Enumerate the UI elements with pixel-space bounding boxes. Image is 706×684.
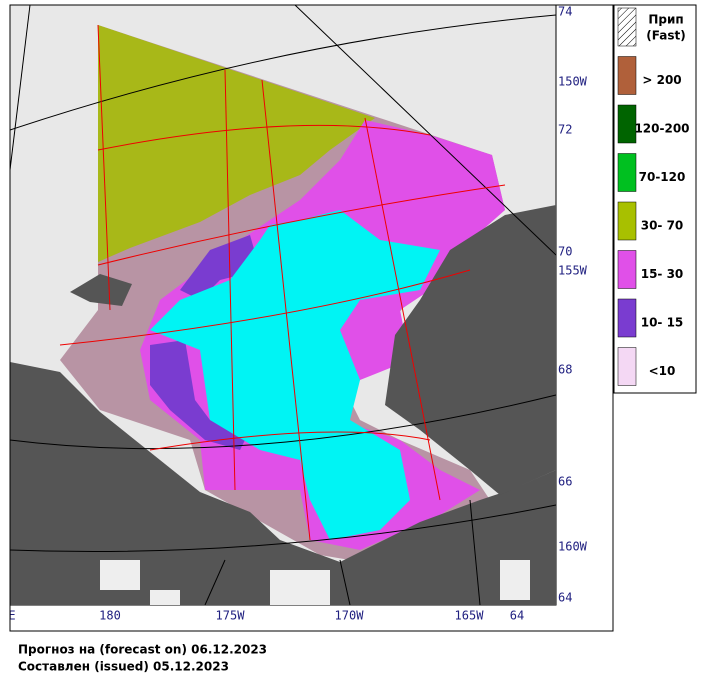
graticule bbox=[9, 4, 557, 606]
legend-swatch bbox=[617, 201, 637, 241]
legend-label: 120-200 bbox=[634, 122, 689, 136]
legend-swatch bbox=[617, 104, 637, 144]
legend-swatch bbox=[617, 56, 637, 95]
legend-label: 70-120 bbox=[639, 170, 686, 184]
legend-swatch bbox=[617, 347, 637, 386]
legend-label: Прип bbox=[648, 13, 683, 27]
lon-label: 165W bbox=[455, 609, 485, 623]
lon-label: 180 bbox=[99, 609, 121, 623]
lon-label: 64 bbox=[510, 609, 524, 623]
lat-label: 70 bbox=[558, 245, 572, 259]
issued-date: Составлен (issued) 05.12.2023 bbox=[18, 660, 229, 674]
legend-label: > 200 bbox=[642, 73, 681, 87]
legend-swatch bbox=[617, 298, 637, 338]
outer-frame bbox=[9, 4, 614, 632]
legend-label: (Fast) bbox=[646, 29, 685, 43]
lon-label: E bbox=[8, 609, 15, 623]
ice-cyan bbox=[150, 210, 440, 540]
lat-label: 64 bbox=[558, 591, 572, 605]
legend-swatch bbox=[617, 250, 637, 289]
lat-label: 68 bbox=[558, 363, 572, 377]
legend-swatch bbox=[617, 153, 637, 192]
axis-labels: 74 72 70 68 66 64 150W 155W 160W E 180 1… bbox=[8, 5, 587, 623]
lat-label: 74 bbox=[558, 5, 572, 19]
land bbox=[10, 362, 556, 605]
ice-10-15 bbox=[150, 340, 250, 450]
lon-label: 160W bbox=[558, 540, 588, 554]
legend-label: 30- 70 bbox=[641, 219, 684, 233]
forecast-date: Прогноз на (forecast on) 06.12.2023 bbox=[18, 643, 267, 657]
legend-items: Прип (Fast) > 200 120-200 70-120 30- 70 15- 30… bbox=[617, 7, 690, 386]
lon-label: 150W bbox=[558, 75, 588, 89]
legend-label: <10 bbox=[649, 364, 676, 378]
lat-label: 66 bbox=[558, 475, 572, 489]
graticule-red bbox=[59, 24, 506, 541]
lat-label: 72 bbox=[558, 123, 572, 137]
snow bbox=[100, 560, 530, 605]
lon-label: 170W bbox=[335, 609, 365, 623]
map bbox=[9, 4, 557, 606]
legend-label: 10- 15 bbox=[641, 316, 684, 330]
land bbox=[70, 274, 132, 306]
ice-30-70 bbox=[98, 25, 375, 262]
lon-label: 155W bbox=[558, 264, 588, 278]
legend-swatch bbox=[617, 7, 637, 47]
lon-label: 175W bbox=[216, 609, 246, 623]
legend-label: 15- 30 bbox=[641, 267, 684, 281]
ice-10-15 bbox=[180, 235, 260, 300]
